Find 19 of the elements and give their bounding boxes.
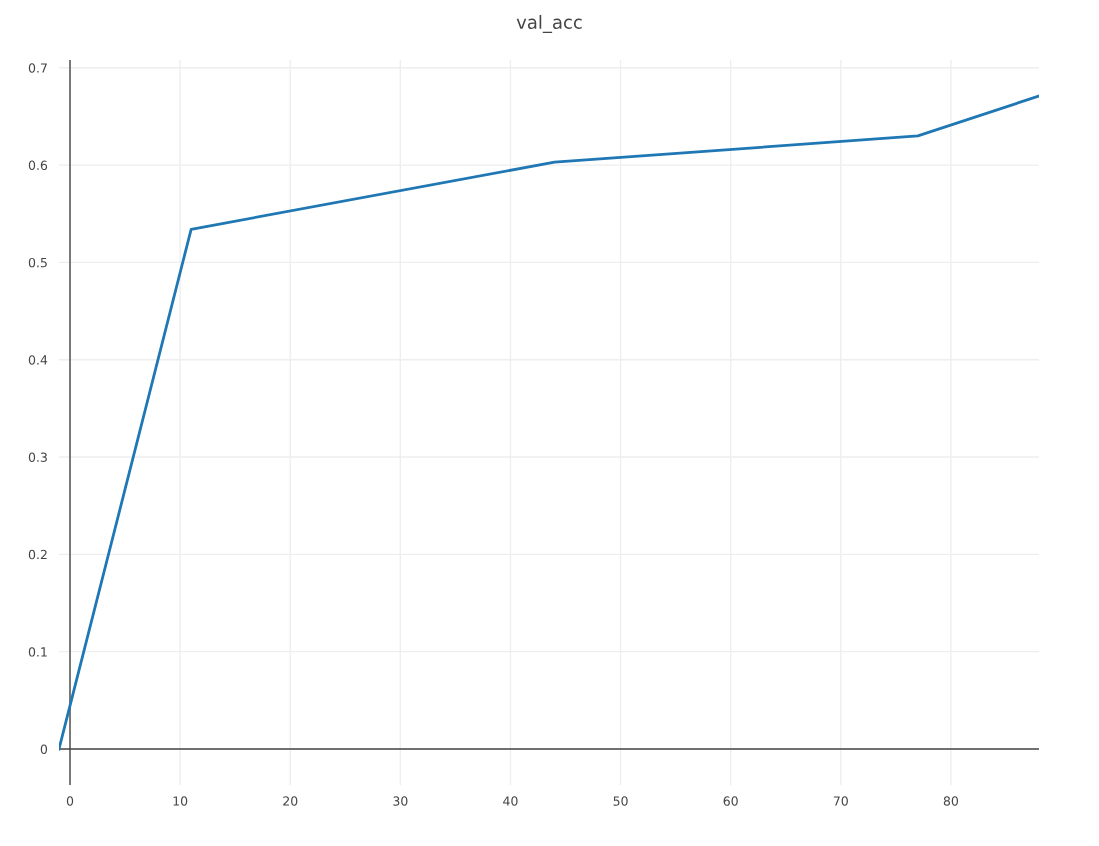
x-tick-label: 20 [283,796,298,806]
y-tick-label: 0.6 [28,160,48,171]
x-tick-label: 10 [173,796,188,806]
y-tick-label: 0.2 [28,549,47,560]
y-tick-label: 0.3 [28,452,47,462]
chart-title: val_acc [516,15,582,33]
y-tick-label: 0.7 [28,63,47,73]
x-tick-label: 30 [393,796,408,806]
x-tick-label: 50 [613,796,628,806]
x-tick-label: 80 [943,796,959,806]
y-tick-label: 0 [40,744,48,754]
y-tick-label: 0.1 [28,647,47,657]
x-tick-label: 0 [66,796,74,806]
x-tick-label: 70 [833,796,848,806]
x-tick-label: 60 [723,796,738,806]
line-series [59,94,1039,751]
y-tick-label: 0.5 [28,257,47,268]
x-tick-label: 40 [503,796,518,806]
y-tick-label: 0.4 [28,355,48,365]
